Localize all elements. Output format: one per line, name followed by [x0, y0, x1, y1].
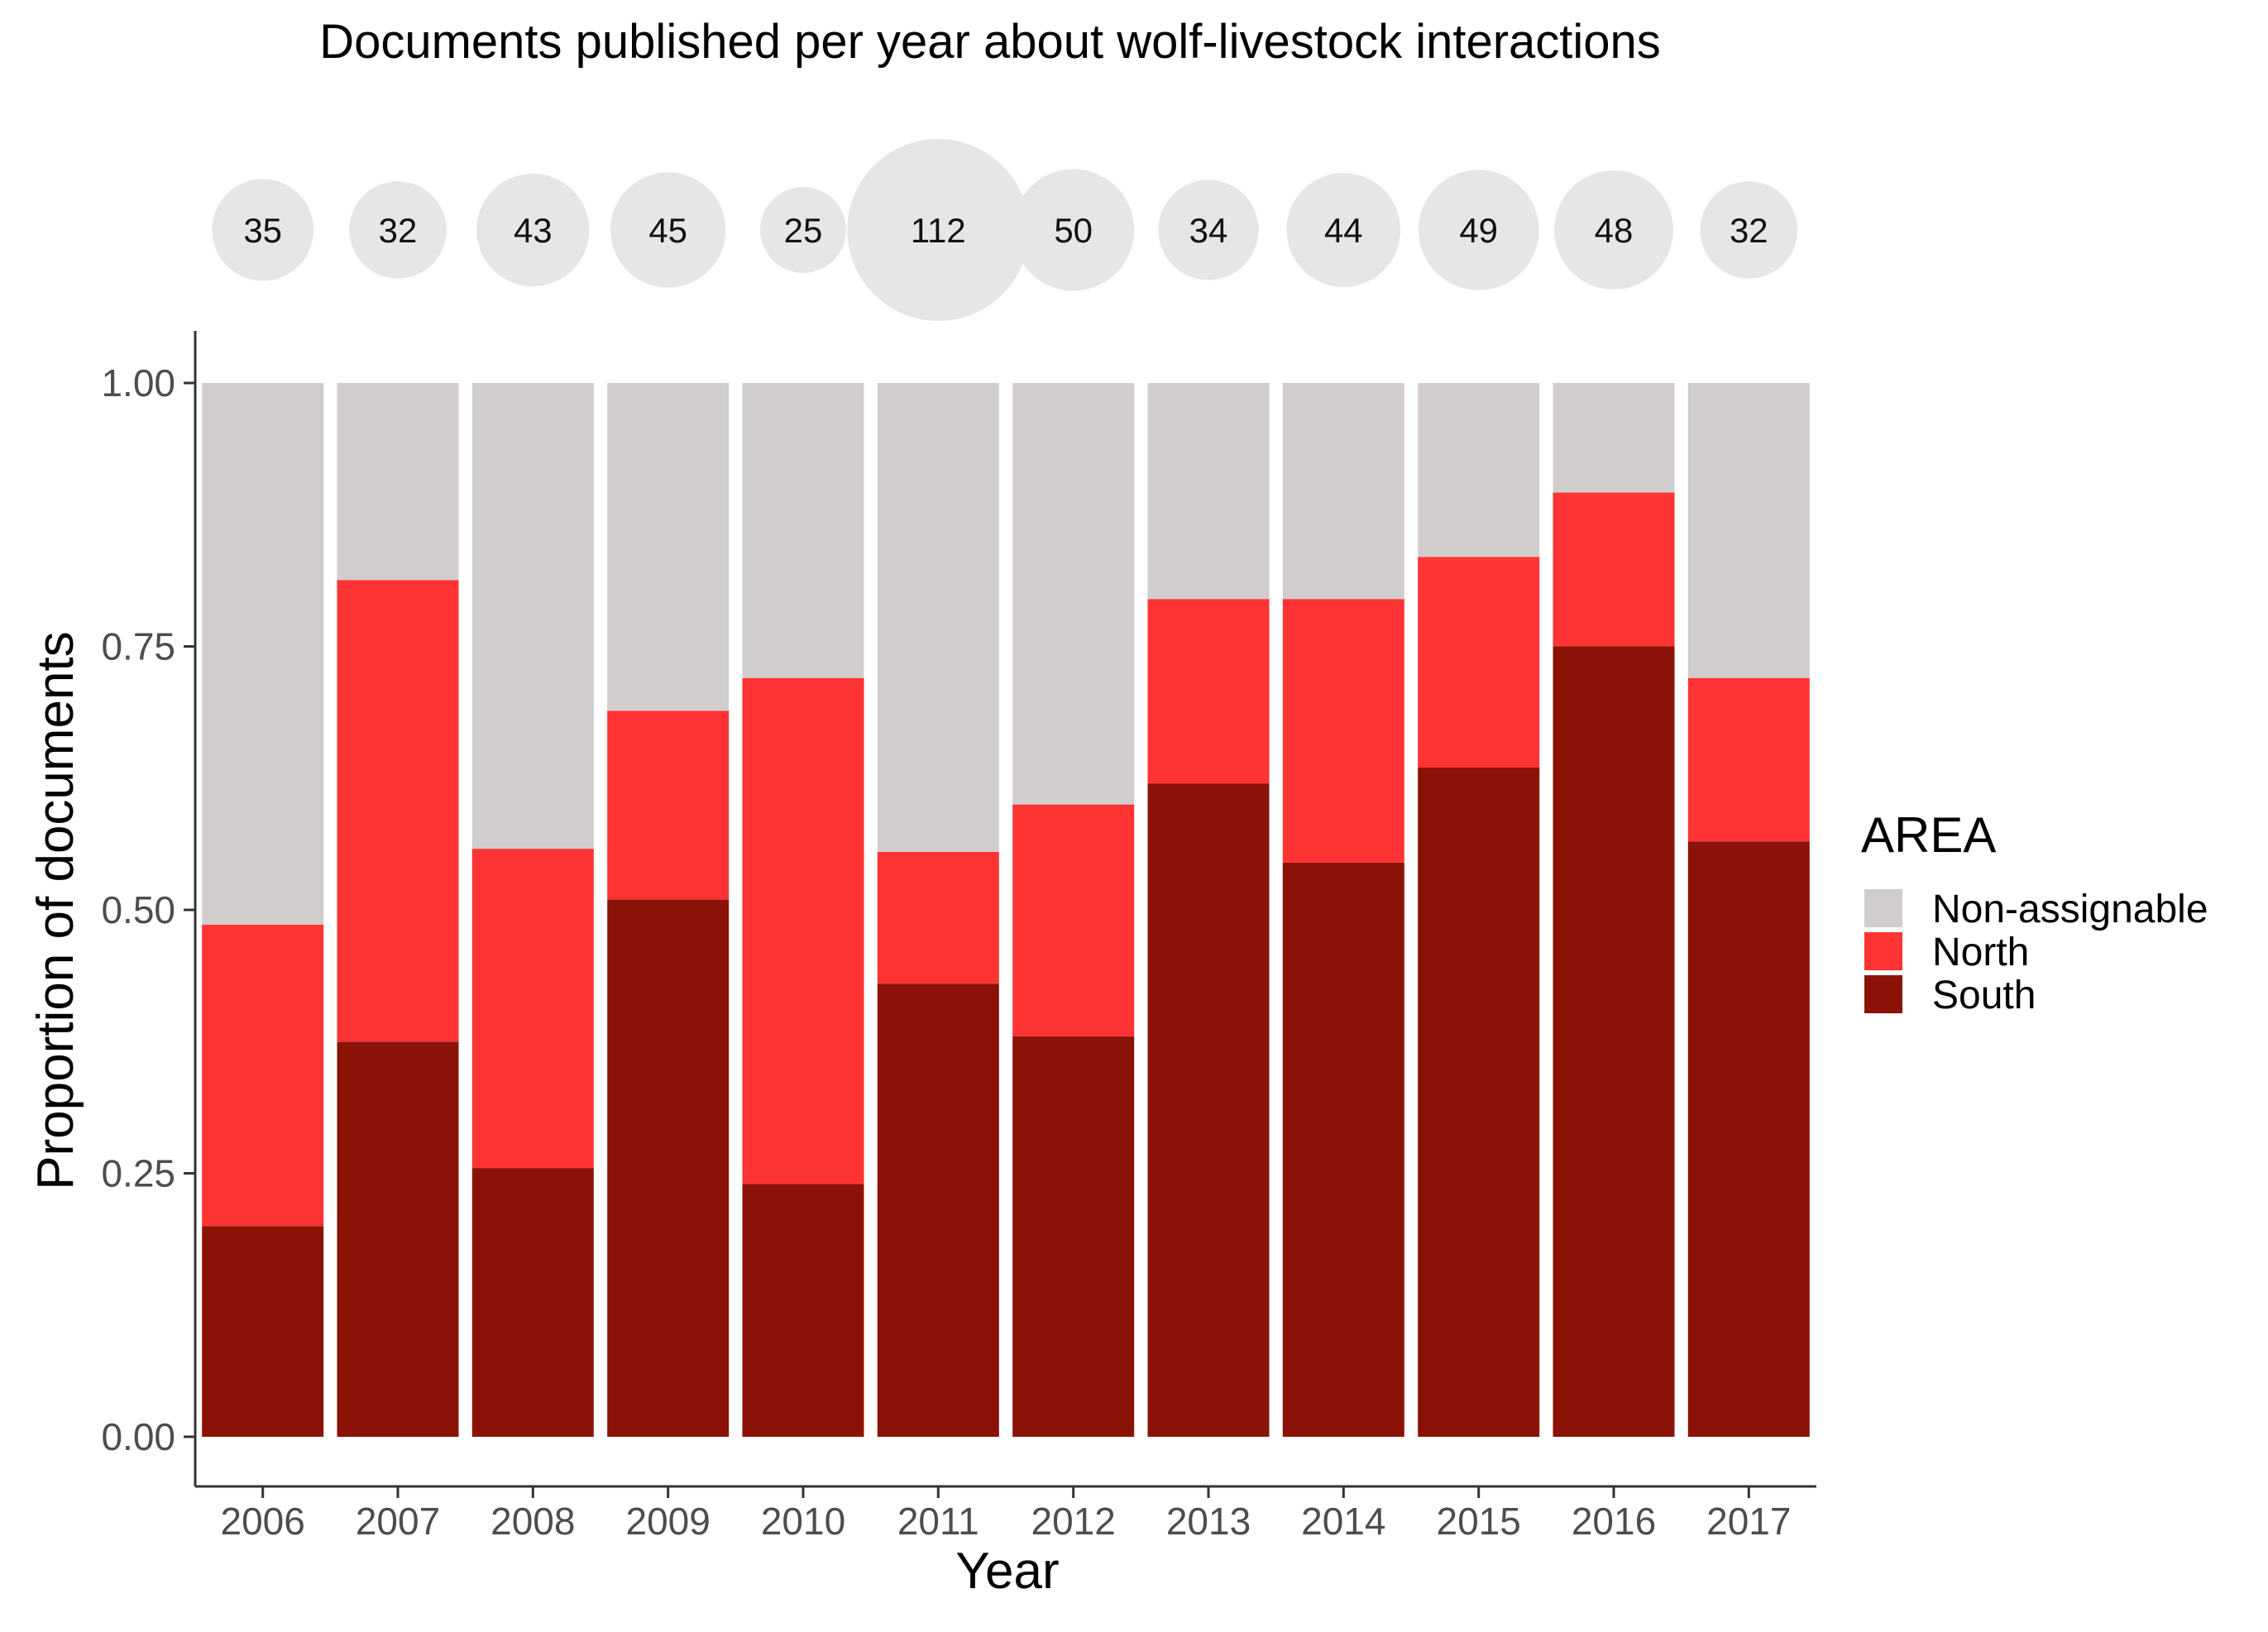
bar-south-2007	[337, 1041, 459, 1438]
y-tick-label: 0.25	[101, 1152, 175, 1195]
bar-south-2012	[1012, 1036, 1135, 1437]
bubble-2013	[1158, 179, 1259, 280]
y-axis-title: Proportion of documents	[27, 631, 84, 1190]
bar-south-2013	[1147, 783, 1270, 1437]
bubble-count-2016: 48	[1595, 211, 1634, 250]
bubble-count-2015: 49	[1459, 211, 1498, 250]
y-tick-label: 1.00	[101, 361, 175, 404]
bar-non-assignable-2017	[1687, 383, 1810, 678]
bar-south-2010	[742, 1184, 864, 1437]
legend-title: AREA	[1861, 807, 1996, 863]
bubble-2006	[212, 179, 314, 281]
bar-south-2006	[202, 1226, 324, 1437]
bubble-2007	[349, 181, 447, 279]
bubble-count-2010: 25	[784, 211, 823, 250]
x-tick-label: 2012	[1031, 1500, 1116, 1543]
bubble-2009	[610, 172, 726, 288]
x-tick-label: 2010	[761, 1500, 845, 1543]
bubble-2016	[1554, 170, 1673, 290]
bar-south-2009	[607, 899, 730, 1437]
bar-non-assignable-2007	[337, 383, 459, 581]
bubble-count-2007: 32	[379, 211, 418, 250]
x-tick-label: 2011	[897, 1500, 979, 1543]
bubble-2015	[1418, 170, 1539, 290]
bar-north-2011	[877, 851, 999, 984]
bar-non-assignable-2014	[1282, 383, 1404, 600]
x-tick-label: 2008	[490, 1500, 575, 1543]
bar-north-2015	[1418, 557, 1540, 768]
x-tick-label: 2016	[1572, 1500, 1656, 1543]
x-tick-label: 2007	[356, 1500, 440, 1543]
bar-north-2009	[607, 711, 730, 900]
x-tick-label: 2013	[1166, 1500, 1251, 1543]
bar-non-assignable-2011	[877, 383, 999, 852]
legend-swatch-north	[1864, 932, 1902, 970]
x-tick-label: 2006	[221, 1500, 305, 1543]
bar-south-2015	[1418, 768, 1540, 1437]
legend-swatch-south	[1864, 975, 1902, 1013]
bar-north-2012	[1012, 804, 1135, 1036]
bar-north-2006	[202, 924, 324, 1227]
bar-south-2011	[877, 984, 999, 1437]
chart-title: Documents published per year about wolf-…	[319, 15, 1661, 69]
bubble-2011	[847, 139, 1030, 321]
bar-non-assignable-2006	[202, 383, 324, 925]
bar-north-2010	[742, 677, 864, 1185]
document-count-bubbles: 35 32 43 45 25 112 50 34 44 49 48 32	[212, 139, 1798, 321]
legend-label-north: North	[1932, 931, 2029, 974]
y-tick-label: 0.00	[101, 1415, 175, 1458]
bar-south-2017	[1687, 841, 1810, 1437]
bar-non-assignable-2009	[607, 383, 730, 711]
x-ticks: 2006 2007 2008 2009 2010 2011 2012 2013 2014 2015…	[221, 1486, 1791, 1543]
bar-north-2017	[1687, 677, 1810, 842]
bar-north-2007	[337, 580, 459, 1042]
bar-north-2016	[1553, 492, 1675, 647]
bubble-2010	[760, 187, 846, 273]
legend-label-south: South	[1932, 974, 2036, 1017]
bar-non-assignable-2012	[1012, 383, 1135, 805]
bar-non-assignable-2016	[1553, 383, 1675, 493]
y-tick-label: 0.75	[101, 625, 175, 668]
bubble-2017	[1700, 181, 1798, 279]
bar-stacks	[202, 383, 1810, 1438]
bar-non-assignable-2013	[1147, 383, 1270, 600]
bar-north-2014	[1282, 599, 1404, 863]
bar-non-assignable-2015	[1418, 383, 1540, 558]
bar-south-2014	[1282, 862, 1404, 1437]
bar-south-2008	[471, 1168, 594, 1437]
bubble-count-2017: 32	[1730, 211, 1768, 250]
legend-label-non-assignable: Non-assignable	[1932, 888, 2208, 931]
bubble-count-2014: 44	[1324, 211, 1363, 250]
bar-non-assignable-2008	[471, 383, 594, 850]
bubble-count-2013: 34	[1189, 211, 1228, 250]
bubble-count-2012: 50	[1054, 211, 1093, 250]
bubble-2014	[1286, 173, 1401, 287]
bubble-count-2008: 43	[514, 211, 553, 250]
bar-north-2008	[471, 849, 594, 1169]
bar-north-2013	[1147, 599, 1270, 784]
bar-south-2016	[1553, 646, 1675, 1437]
legend-swatch-non-assignable	[1864, 889, 1902, 927]
x-axis-title: Year	[955, 1543, 1059, 1600]
x-tick-label: 2015	[1437, 1500, 1521, 1543]
x-tick-label: 2017	[1706, 1500, 1791, 1543]
bubble-2012	[1012, 169, 1135, 291]
y-ticks: 0.00 0.25 0.50 0.75 1.00	[101, 361, 195, 1458]
y-tick-label: 0.50	[101, 888, 175, 931]
bar-non-assignable-2010	[742, 383, 864, 678]
bubble-count-2011: 112	[911, 211, 966, 250]
x-tick-label: 2009	[626, 1500, 711, 1543]
bubble-2008	[476, 173, 590, 287]
x-tick-label: 2014	[1301, 1500, 1385, 1543]
bubble-count-2009: 45	[648, 211, 687, 250]
bubble-count-2006: 35	[243, 211, 282, 250]
